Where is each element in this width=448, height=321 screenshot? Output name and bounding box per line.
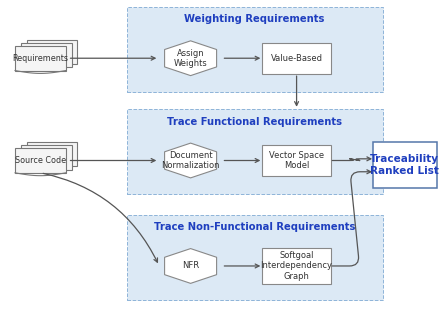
Polygon shape (164, 248, 216, 283)
Text: Requirements: Requirements (13, 54, 69, 63)
FancyBboxPatch shape (126, 109, 383, 194)
FancyBboxPatch shape (263, 43, 331, 74)
FancyBboxPatch shape (26, 39, 78, 64)
FancyBboxPatch shape (373, 142, 437, 188)
Text: NFR: NFR (182, 262, 199, 271)
Text: Vector Space
Model: Vector Space Model (269, 151, 324, 170)
Text: Weighting Requirements: Weighting Requirements (185, 14, 325, 24)
FancyBboxPatch shape (21, 145, 72, 169)
Text: Assign
Weights: Assign Weights (174, 48, 207, 68)
Text: Softgoal
Interdependency
Graph: Softgoal Interdependency Graph (261, 251, 332, 281)
FancyBboxPatch shape (263, 248, 331, 283)
FancyBboxPatch shape (263, 145, 331, 176)
FancyBboxPatch shape (21, 43, 72, 67)
FancyBboxPatch shape (26, 142, 78, 166)
FancyBboxPatch shape (15, 46, 66, 71)
Text: Trace Non-Functional Requirements: Trace Non-Functional Requirements (154, 222, 355, 232)
Text: Value-Based: Value-Based (271, 54, 323, 63)
Text: Document
Normalization: Document Normalization (161, 151, 220, 170)
Text: Source Code: Source Code (15, 156, 66, 165)
FancyBboxPatch shape (126, 215, 383, 299)
Text: Traceability
Ranked List: Traceability Ranked List (370, 154, 439, 176)
FancyBboxPatch shape (126, 7, 383, 92)
Text: Trace Functional Requirements: Trace Functional Requirements (167, 117, 342, 127)
Polygon shape (164, 41, 216, 76)
FancyBboxPatch shape (15, 148, 66, 173)
Polygon shape (164, 143, 216, 178)
